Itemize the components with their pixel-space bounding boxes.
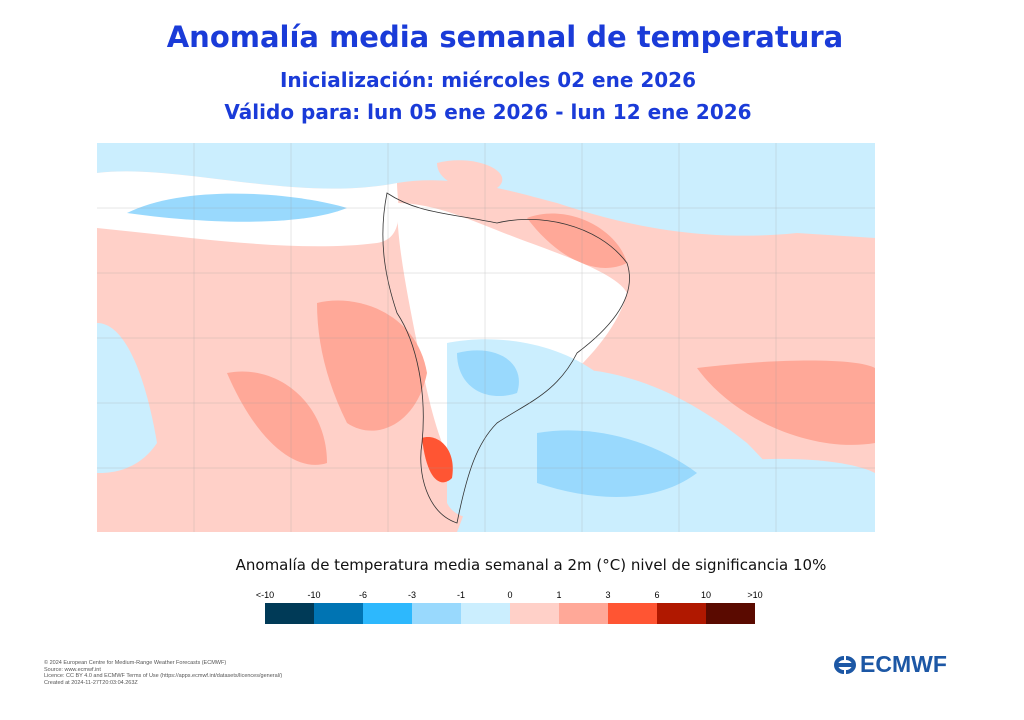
east-salmon bbox=[697, 360, 875, 445]
tick: 6 bbox=[654, 590, 660, 600]
colorbar-swatch bbox=[706, 603, 755, 624]
southeast-blue bbox=[717, 458, 875, 532]
colorbar-swatch bbox=[363, 603, 412, 624]
colorbar-swatch bbox=[608, 603, 657, 624]
tick: -1 bbox=[456, 590, 466, 600]
pacific-salmon-1 bbox=[317, 300, 427, 431]
footer: © 2024 European Centre for Medium-Range … bbox=[44, 660, 282, 686]
valid-period: Válido para: lun 05 ene 2026 - lun 12 en… bbox=[224, 100, 752, 124]
tick: 0 bbox=[507, 590, 513, 600]
colorbar-ticks: <-10 -10 -6 -3 -1 0 1 3 6 10 >10 bbox=[256, 590, 763, 602]
pacific-salmon-2 bbox=[227, 371, 327, 465]
colorbar-swatch bbox=[265, 603, 314, 624]
source: Source: www.ecmwf.int bbox=[44, 666, 101, 673]
tick: 3 bbox=[605, 590, 611, 600]
tick: -10 bbox=[307, 590, 321, 600]
grid-lines bbox=[97, 143, 875, 532]
tick: >10 bbox=[747, 590, 763, 600]
map-title: Anomalía media semanal de temperatura bbox=[166, 20, 844, 54]
colorbar-swatch bbox=[657, 603, 706, 624]
ecmwf-logo-icon bbox=[834, 655, 856, 674]
paraguay-blue bbox=[457, 350, 519, 397]
colorbar-swatch bbox=[461, 603, 510, 624]
created-at: Created at 2024-11-27T20:03:04.263Z bbox=[44, 679, 138, 686]
north-pink-patch bbox=[437, 160, 503, 190]
tick: -6 bbox=[358, 590, 368, 600]
colorbar-swatch bbox=[510, 603, 559, 624]
anomaly-map bbox=[97, 143, 875, 532]
initialization-date: Inicialización: miércoles 02 ene 2026 bbox=[279, 68, 697, 92]
northeast-salmon bbox=[527, 213, 627, 268]
tick: 1 bbox=[556, 590, 562, 600]
colorbar-swatch bbox=[559, 603, 608, 624]
north-blue-patch bbox=[127, 193, 347, 222]
colorbar-title: Anomalía de temperatura media semanal a … bbox=[235, 556, 827, 574]
ecmwf-logo: ECMWF bbox=[830, 651, 947, 678]
colorbar-swatch bbox=[412, 603, 461, 624]
tick: <-10 bbox=[255, 590, 275, 600]
licence: Licence: CC BY 4.0 and ECMWF Terms of Us… bbox=[44, 673, 283, 680]
logo-text: ECMWF bbox=[860, 651, 947, 677]
patagonia-red bbox=[422, 437, 453, 483]
copyright: © 2024 European Centre for Medium-Range … bbox=[44, 660, 227, 666]
south-atlantic-blue-dark bbox=[537, 430, 697, 497]
north-blue-band bbox=[97, 143, 875, 238]
colorbar bbox=[265, 603, 755, 624]
tick: 10 bbox=[700, 590, 712, 600]
colorbar-swatch bbox=[314, 603, 363, 624]
tick: -3 bbox=[407, 590, 417, 600]
southwest-blue bbox=[97, 323, 157, 473]
south-america-coastline bbox=[382, 192, 630, 524]
